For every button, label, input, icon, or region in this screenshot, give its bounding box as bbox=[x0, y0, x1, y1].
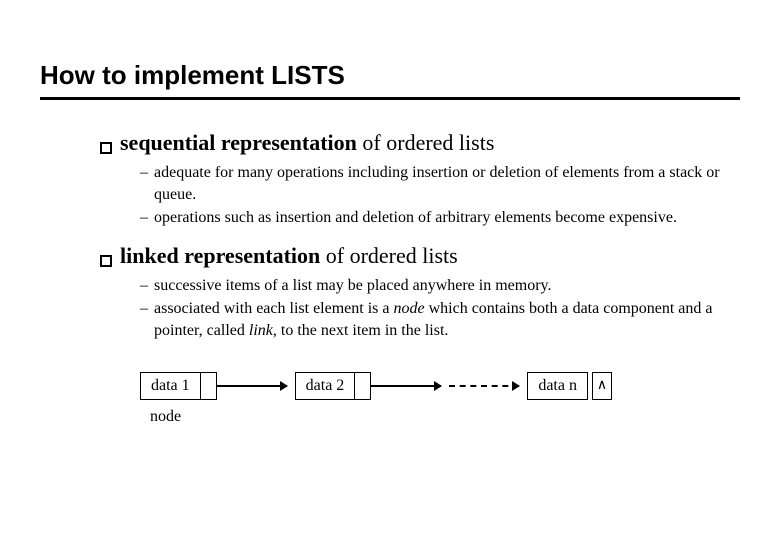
sub-item: –adequate for many operations including … bbox=[140, 162, 740, 205]
dash-icon: – bbox=[140, 275, 148, 297]
square-bullet-icon bbox=[100, 255, 112, 267]
arrow-icon bbox=[371, 385, 441, 387]
bullet-sequential: sequential representation of ordered lis… bbox=[100, 130, 740, 156]
node-label: node bbox=[150, 408, 740, 426]
dashed-arrow-icon bbox=[449, 385, 519, 387]
bullet-text: sequential representation of ordered lis… bbox=[120, 130, 494, 156]
sub-text: operations such as insertion and deletio… bbox=[154, 207, 677, 229]
bullet-text: linked representation of ordered lists bbox=[120, 243, 458, 269]
dash-icon: – bbox=[140, 162, 148, 205]
dash-icon: – bbox=[140, 298, 148, 341]
terminal-box: ∧ bbox=[592, 372, 612, 400]
bullet-rest: of ordered lists bbox=[357, 130, 494, 155]
sub-item: –successive items of a list may be place… bbox=[140, 275, 740, 297]
sub-item: –associated with each list element is a … bbox=[140, 298, 740, 341]
pointer-box bbox=[201, 372, 217, 400]
node-box: data n bbox=[527, 372, 588, 400]
dash-icon: – bbox=[140, 207, 148, 229]
slide-title: How to implement LISTS bbox=[40, 60, 740, 100]
node-box: data 1 bbox=[140, 372, 201, 400]
sub-text: adequate for many operations including i… bbox=[154, 162, 740, 205]
sub-text-html: associated with each list element is a n… bbox=[154, 298, 740, 341]
sub-item: –operations such as insertion and deleti… bbox=[140, 207, 740, 229]
node-box: data 2 bbox=[295, 372, 356, 400]
bullet-bold: sequential representation bbox=[120, 130, 357, 155]
linked-list-diagram: data 1 data 2 data n ∧ bbox=[140, 372, 740, 400]
bullet-rest: of ordered lists bbox=[320, 243, 457, 268]
square-bullet-icon bbox=[100, 142, 112, 154]
sub-text: successive items of a list may be placed… bbox=[154, 275, 552, 297]
sub-list-linked: –successive items of a list may be place… bbox=[140, 275, 740, 342]
bullet-bold: linked representation bbox=[120, 243, 320, 268]
pointer-box bbox=[355, 372, 371, 400]
sub-list-sequential: –adequate for many operations including … bbox=[140, 162, 740, 229]
arrow-icon bbox=[217, 385, 287, 387]
bullet-linked: linked representation of ordered lists bbox=[100, 243, 740, 269]
